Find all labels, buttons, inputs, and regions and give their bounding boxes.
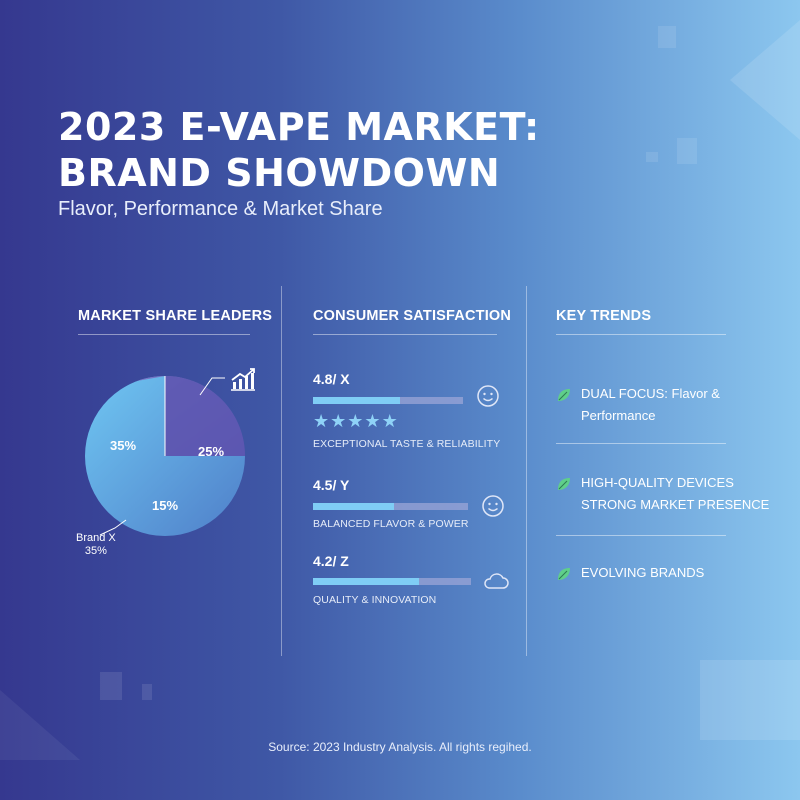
satisfaction-bar <box>313 578 471 585</box>
trend-item: HIGH-QUALITY DEVICES STRONG MARKET PRESE… <box>556 472 769 516</box>
source-footer: Source: 2023 Industry Analysis. All righ… <box>268 740 532 754</box>
column-divider <box>281 286 282 656</box>
trend-line-1: EVOLVING BRANDS <box>581 565 705 580</box>
star-icon: ★ <box>313 411 331 431</box>
star-icon: ★ <box>381 411 399 431</box>
leaf-icon <box>558 568 570 580</box>
decorative-shape <box>700 660 800 740</box>
decorative-square <box>142 684 152 700</box>
star-icon: ★ <box>364 411 382 431</box>
smiley-icon <box>477 385 499 407</box>
decorative-triangle <box>0 690 80 760</box>
column-divider <box>526 286 527 656</box>
callout-brand-value: 35% <box>84 545 107 557</box>
pie-slice-right <box>165 376 245 456</box>
leaf-icon <box>558 478 570 490</box>
market-share-heading: MARKET SHARE LEADERS <box>78 308 273 324</box>
smiley-icon <box>482 495 504 517</box>
trend-divider <box>556 535 726 536</box>
pie-label-right: 25% <box>198 444 225 459</box>
heading-rule <box>556 334 726 335</box>
satisfaction-caption: BALANCED FLAVOR & POWER <box>313 518 469 530</box>
satisfaction-bar <box>313 397 463 404</box>
satisfaction-bar <box>313 503 468 510</box>
leaf-icon <box>558 389 570 401</box>
decorative-square <box>677 138 697 164</box>
satisfaction-caption: EXCEPTIONAL TASTE & RELIABILITY <box>313 438 501 450</box>
decorative-triangle <box>730 20 800 140</box>
trend-line-2: STRONG MARKET PRESENCE <box>581 497 770 512</box>
trend-item: EVOLVING BRANDS <box>556 562 704 584</box>
score-value: 4.5/ Y <box>313 477 350 493</box>
consumer-satisfaction-heading: CONSUMER SATISFACTION <box>313 308 512 324</box>
satisfaction-bar-fill <box>313 503 394 510</box>
title-line-1: 2023 E-VAPE MARKET: <box>58 105 540 149</box>
pie-label-left: 35% <box>110 438 137 453</box>
cloud-icon <box>484 573 509 589</box>
score-value: 4.2/ Z <box>313 553 349 569</box>
growth-chart-icon <box>231 368 255 391</box>
callout-brand-name: Brand X <box>76 532 116 544</box>
decorative-square <box>658 26 676 48</box>
satisfaction-bar-fill <box>313 397 400 404</box>
star-icon: ★ <box>330 411 348 431</box>
star-icon: ★ <box>347 411 365 431</box>
score-value: 4.8/ X <box>313 371 350 387</box>
satisfaction-caption: QUALITY & INNOVATION <box>313 594 437 606</box>
icon-leader-line <box>199 377 225 396</box>
brand-callout: Brand X 35% <box>76 532 116 558</box>
satisfaction-bar-fill <box>313 578 419 585</box>
page-title: 2023 E-VAPE MARKET: BRAND SHOWDOWN <box>58 104 540 196</box>
heading-rule <box>78 334 250 335</box>
trend-line-2: Performance <box>581 408 656 423</box>
trend-line-1: DUAL FOCUS: Flavor & <box>581 386 720 401</box>
decorative-square <box>646 152 658 162</box>
trend-divider <box>556 443 726 444</box>
title-line-2: BRAND SHOWDOWN <box>58 151 501 195</box>
key-trends-heading: KEY TRENDS <box>556 308 652 324</box>
market-share-pie <box>85 375 246 536</box>
decorative-square <box>100 672 122 700</box>
heading-rule <box>313 334 497 335</box>
star-rating: ★★★★★ <box>313 411 399 431</box>
trend-item: DUAL FOCUS: Flavor & Performance <box>556 383 720 427</box>
trend-line-1: HIGH-QUALITY DEVICES <box>581 475 734 490</box>
page-subtitle: Flavor, Performance & Market Share <box>58 198 383 220</box>
callout-leader-line <box>99 519 127 536</box>
pie-label-bottom: 15% <box>152 498 179 513</box>
